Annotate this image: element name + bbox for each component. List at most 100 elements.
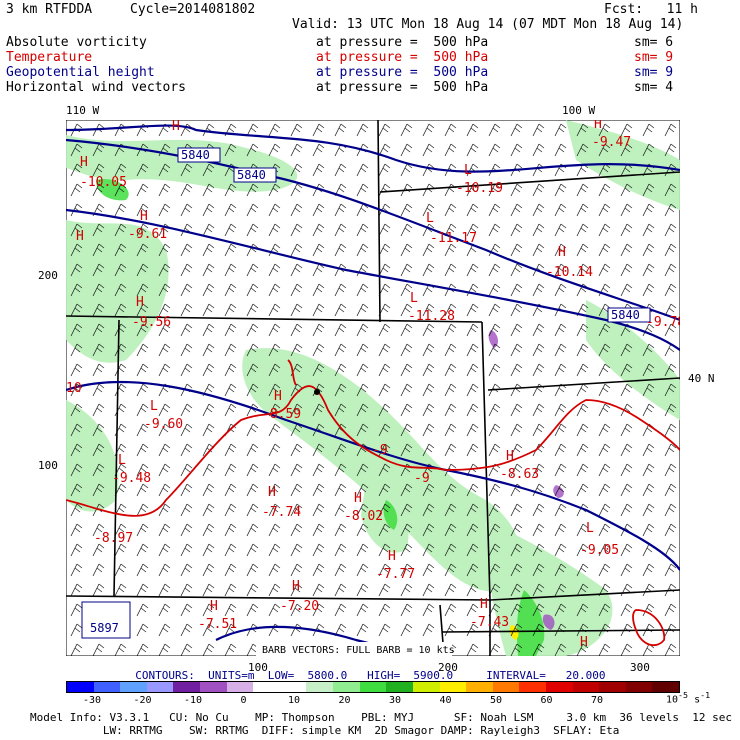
field-pressure-wind: at pressure = 500 hPa (316, 80, 489, 95)
temp-value: -7.77 (376, 567, 415, 582)
cycle-label: Cycle=2014081802 (130, 2, 256, 17)
temp-value: -8.02 (344, 509, 383, 524)
temp-value: -11.28 (408, 309, 455, 324)
colorbar-swatch (359, 682, 387, 692)
temp-mark: H (580, 635, 588, 650)
temp-mark: H (274, 389, 282, 404)
axis-top-100w: 100 W (562, 104, 596, 117)
forecast-hour: Fcst: 11 h (604, 2, 698, 17)
temp-mark: H (354, 491, 362, 506)
height-label-4: 5897 (90, 621, 119, 635)
colorbar-tick-label: 20 (338, 695, 351, 706)
temp-value: -9 (414, 471, 430, 486)
colorbar-swatch (93, 682, 121, 692)
colorbar-swatch (226, 682, 254, 692)
valid-time: Valid: 13 UTC Mon 18 Aug 14 (07 MDT Mon … (292, 17, 684, 32)
colorbar-swatch (492, 682, 520, 692)
temp-mark: H (594, 120, 602, 132)
colorbar-tick-label: 40 (439, 695, 452, 706)
temp-mark: H (76, 229, 84, 244)
colorbar-swatch (439, 682, 467, 692)
colorbar-swatch (625, 682, 653, 692)
temp-value: -10.14 (546, 265, 593, 280)
contour-low: LOW= 5800.0 (267, 669, 348, 682)
colorbar-swatch (466, 682, 493, 692)
colorbar-tick-label: 50 (489, 695, 503, 706)
temperature-contours (66, 359, 680, 647)
field-pressure-vorticity: at pressure = 500 hPa (316, 35, 489, 50)
colorbar-swatch (652, 682, 680, 692)
temp-value: -8.63 (500, 467, 539, 482)
colorbar-swatch (146, 682, 174, 692)
colorbar-swatch (173, 682, 201, 692)
colorbar-tick-label: -30 (82, 695, 102, 706)
temp-value: 10 (66, 381, 82, 396)
temp-mark: H (140, 209, 148, 224)
temp-value: -8.97 (94, 531, 133, 546)
temp-value: -9.78 (646, 315, 680, 330)
temp-value: -9.61 (128, 227, 167, 242)
colorbar-tick-label: 30 (388, 695, 402, 706)
temp-mark: L (464, 163, 472, 178)
field-name-geopotential: Geopotential height (6, 65, 155, 80)
colorbar-tick-label: 10 (287, 695, 301, 706)
temp-mark: H (80, 155, 88, 170)
field-name-wind: Horizontal wind vectors (6, 80, 187, 95)
temp-value: -9.48 (112, 471, 151, 486)
colorbar-tick-label: 70 (590, 695, 604, 706)
temp-mark: H (292, 579, 300, 594)
temp-value: -7.51 (198, 617, 237, 632)
contour-high: HIGH= 5900.0 (367, 669, 454, 682)
colorbar-swatch (306, 682, 334, 692)
colorbar (66, 681, 680, 693)
field-name-temperature: Temperature (6, 50, 93, 65)
field-sm-geopotential: sm= 9 (634, 65, 674, 80)
colorbar-swatch (200, 682, 227, 692)
colorbar-tick-label: 0 (240, 695, 247, 706)
temp-mark: L (150, 399, 158, 414)
height-label-1: 5840 (181, 148, 210, 162)
temp-mark: L (586, 521, 594, 536)
axis-bottom-200: 200 (438, 661, 458, 674)
temp-value: -7.74 (262, 505, 301, 520)
temp-value: -9.05 (580, 543, 619, 558)
temp-mark: H (172, 120, 180, 134)
station-dot (314, 389, 320, 395)
contour-units: UNITS=m (208, 669, 255, 682)
temp-mark: H (558, 245, 566, 260)
height-label-2: 5840 (237, 168, 266, 182)
temp-value: -8.59 (262, 407, 301, 422)
temperature-labels: H -10.05 H -9.61 H -9.56 L -9.60 L -9.48… (66, 120, 680, 650)
temp-mark: H (480, 597, 488, 612)
colorbar-swatch (599, 682, 626, 692)
height-label-3: 5840 (611, 308, 640, 322)
colorbar-swatch (253, 682, 280, 692)
axis-left-200: 200 (38, 269, 58, 282)
temp-value: -10.19 (456, 181, 503, 196)
field-name-vorticity: Absolute vorticity (6, 35, 147, 50)
height-labels: 5840 5840 5840 5897 (81, 147, 651, 639)
model-info-line2: LW: RRTMG SW: RRTMG DIFF: simple KM 2D S… (30, 724, 620, 737)
colorbar-swatch (120, 682, 147, 692)
colorbar-swatch (386, 682, 413, 692)
contour-legend-height: CONTOURS: UNITS=m LOW= 5800.0 HIGH= 5900… (122, 656, 605, 682)
colorbar-tick-label: -20 (133, 695, 152, 706)
colorbar-units: 10-5 s-1 (666, 690, 711, 706)
colorbar-tick-label: 60 (540, 695, 553, 706)
temp-mark: L (410, 291, 418, 306)
colorbar-tick-label: -10 (183, 695, 203, 706)
colorbar-swatch (545, 682, 573, 692)
model-name: 3 km RTFDDA (6, 2, 93, 17)
contour-label: CONTOURS: (135, 669, 195, 682)
temp-mark: H (388, 549, 396, 564)
temp-value: -9 (372, 443, 388, 458)
axis-left-100: 100 (38, 459, 58, 472)
colorbar-swatch (412, 682, 440, 692)
geopotential-contours (66, 124, 680, 656)
temp-value: -7.43 (470, 615, 509, 630)
colorbar-swatch (67, 682, 94, 692)
temp-value: -9.47 (592, 135, 631, 150)
temp-mark: H (268, 485, 276, 500)
temp-value: -11.17 (430, 231, 477, 246)
field-sm-vorticity: sm= 6 (634, 35, 674, 50)
